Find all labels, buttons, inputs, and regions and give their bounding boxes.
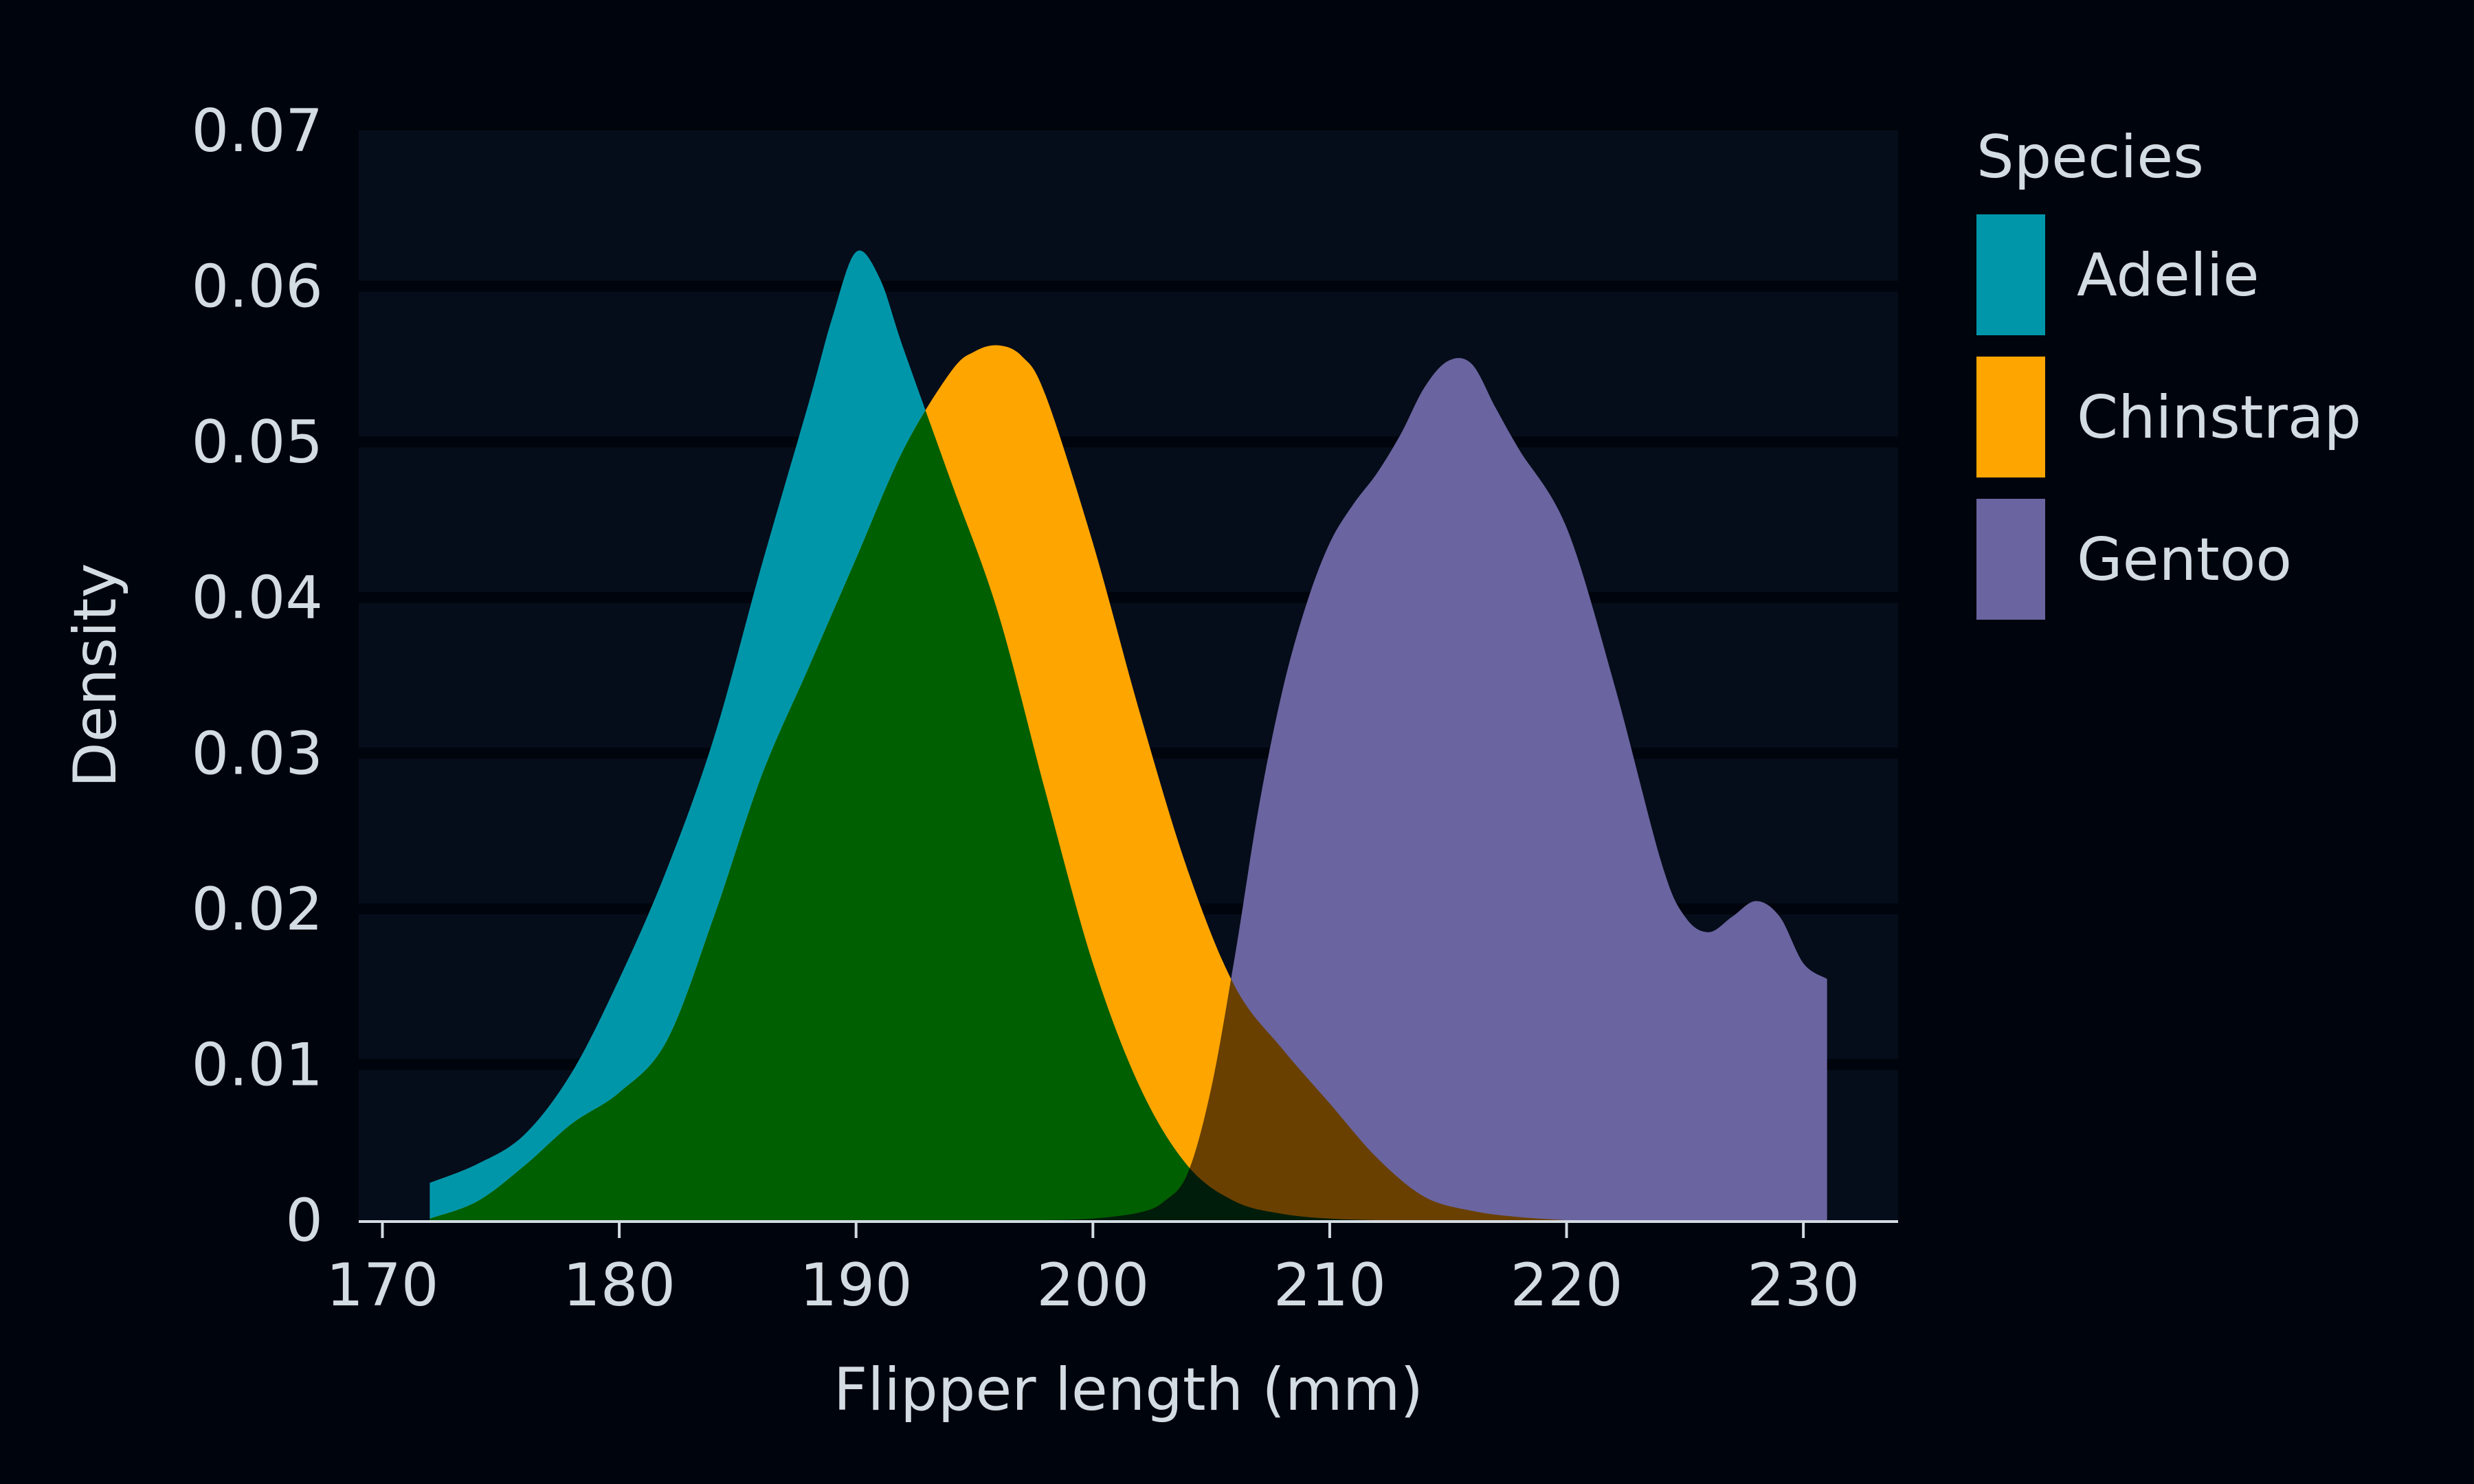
legend-swatch	[1976, 357, 2045, 477]
y-tick-label: 0.01	[192, 1031, 323, 1099]
legend-swatch	[1976, 214, 2045, 335]
legend-title: Species	[1976, 123, 2204, 192]
legend: Species Adelie Chinstrap Gentoo	[1976, 123, 2361, 620]
x-axis-title: Flipper length (mm)	[834, 1356, 1423, 1424]
y-tick-label: 0	[285, 1187, 323, 1255]
x-tick-label: 210	[1273, 1251, 1386, 1320]
x-tick-label: 230	[1747, 1251, 1860, 1320]
y-tick-label: 0.04	[192, 564, 323, 633]
x-tick-label: 180	[563, 1251, 676, 1320]
y-tick-label: 0.07	[192, 97, 323, 166]
legend-swatch	[1976, 499, 2045, 620]
x-tick-label: 170	[326, 1251, 438, 1320]
x-tick-label: 190	[800, 1251, 913, 1320]
y-tick-label: 0.06	[192, 253, 323, 322]
y-tick-label: 0.03	[192, 719, 323, 788]
x-tick-label: 220	[1510, 1251, 1623, 1320]
y-tick-label: 0.05	[192, 408, 323, 477]
legend-label: Chinstrap	[2077, 383, 2361, 452]
y-tick-label: 0.02	[192, 875, 323, 944]
legend-label: Gentoo	[2077, 526, 2292, 594]
adelie-chinstrap-overlap	[430, 345, 1377, 1220]
y-axis-ticks: 0 0.01 0.02 0.03 0.04 0.05 0.06 0.07	[192, 97, 323, 1255]
density-areas	[430, 250, 1827, 1221]
legend-label: Adelie	[2077, 241, 2260, 310]
y-axis-title: Density	[61, 563, 130, 788]
x-axis-ticks: 170 180 190 200 210 220 230	[326, 1222, 1860, 1320]
x-tick-label: 200	[1036, 1251, 1149, 1320]
